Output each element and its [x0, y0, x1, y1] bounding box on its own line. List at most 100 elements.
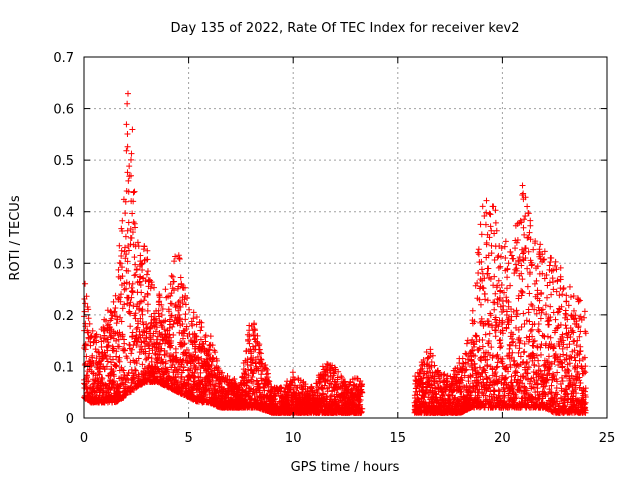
data-point	[547, 334, 554, 341]
data-point	[85, 378, 92, 385]
data-point	[550, 344, 557, 351]
data-point	[179, 300, 186, 307]
data-point	[144, 307, 151, 314]
data-point	[513, 394, 520, 401]
data-point	[497, 263, 504, 270]
data-point	[119, 264, 126, 271]
data-point	[175, 283, 182, 290]
data-point	[469, 307, 476, 314]
data-point	[113, 353, 120, 360]
data-point	[519, 373, 526, 380]
data-point	[537, 368, 544, 375]
data-point	[524, 234, 531, 241]
data-point	[231, 375, 238, 382]
data-point	[528, 301, 535, 308]
data-point	[548, 382, 555, 389]
data-point	[475, 379, 482, 386]
data-point	[357, 396, 364, 403]
data-point	[213, 377, 220, 384]
scatter-points	[81, 90, 589, 416]
data-point	[493, 227, 500, 234]
data-point	[141, 297, 148, 304]
data-point	[148, 313, 155, 320]
data-point	[186, 306, 193, 313]
data-point	[512, 368, 519, 375]
data-point	[521, 216, 528, 223]
data-point	[168, 342, 175, 349]
data-point	[192, 363, 199, 370]
data-point	[529, 261, 536, 268]
data-point	[324, 394, 331, 401]
data-point	[479, 343, 486, 350]
data-point	[108, 315, 115, 322]
data-point	[534, 287, 541, 294]
data-point	[540, 374, 547, 381]
data-point	[247, 362, 254, 369]
data-point	[469, 336, 476, 343]
data-point	[506, 390, 513, 397]
data-point	[541, 367, 548, 374]
data-point	[170, 321, 177, 328]
data-point	[249, 359, 256, 366]
data-point	[486, 210, 493, 217]
data-point	[513, 267, 520, 274]
data-point	[539, 270, 546, 277]
data-point	[428, 382, 435, 389]
data-point	[199, 381, 206, 388]
data-point	[166, 316, 173, 323]
data-point	[130, 189, 137, 196]
data-point	[112, 362, 119, 369]
data-point	[302, 381, 309, 388]
data-point	[487, 312, 494, 319]
data-point	[484, 270, 491, 277]
data-point	[115, 266, 122, 273]
data-point	[129, 280, 136, 287]
data-point	[484, 363, 491, 370]
data-point	[123, 147, 130, 154]
data-point	[148, 336, 155, 343]
data-point	[104, 358, 111, 365]
data-point	[168, 300, 175, 307]
data-point	[494, 254, 501, 261]
data-point	[111, 308, 118, 315]
data-point	[152, 328, 159, 335]
data-point	[504, 265, 511, 272]
data-point	[468, 356, 475, 363]
data-point	[127, 299, 134, 306]
data-point	[193, 321, 200, 328]
data-point	[176, 315, 183, 322]
data-point	[207, 333, 214, 340]
data-point	[103, 382, 110, 389]
data-point	[189, 322, 196, 329]
data-point	[147, 285, 154, 292]
data-point	[93, 331, 100, 338]
data-point	[151, 316, 158, 323]
data-point	[164, 366, 171, 373]
data-point	[462, 350, 469, 357]
data-point	[127, 241, 134, 248]
data-point	[471, 318, 478, 325]
data-point	[504, 274, 511, 281]
data-point	[125, 369, 132, 376]
data-point	[193, 333, 200, 340]
data-point	[498, 343, 505, 350]
data-point	[458, 374, 465, 381]
data-point	[159, 305, 166, 312]
data-point	[118, 247, 125, 254]
data-point	[113, 313, 120, 320]
data-point	[104, 336, 111, 343]
data-point	[420, 357, 427, 364]
data-point	[535, 392, 542, 399]
data-point	[125, 177, 132, 184]
data-point	[481, 290, 488, 297]
data-point	[136, 299, 143, 306]
data-point	[520, 190, 527, 197]
data-point	[181, 340, 188, 347]
data-point	[503, 308, 510, 315]
data-point	[177, 303, 184, 310]
data-point	[173, 376, 180, 383]
data-point	[429, 352, 436, 359]
data-point	[514, 310, 521, 317]
data-point	[197, 327, 204, 334]
